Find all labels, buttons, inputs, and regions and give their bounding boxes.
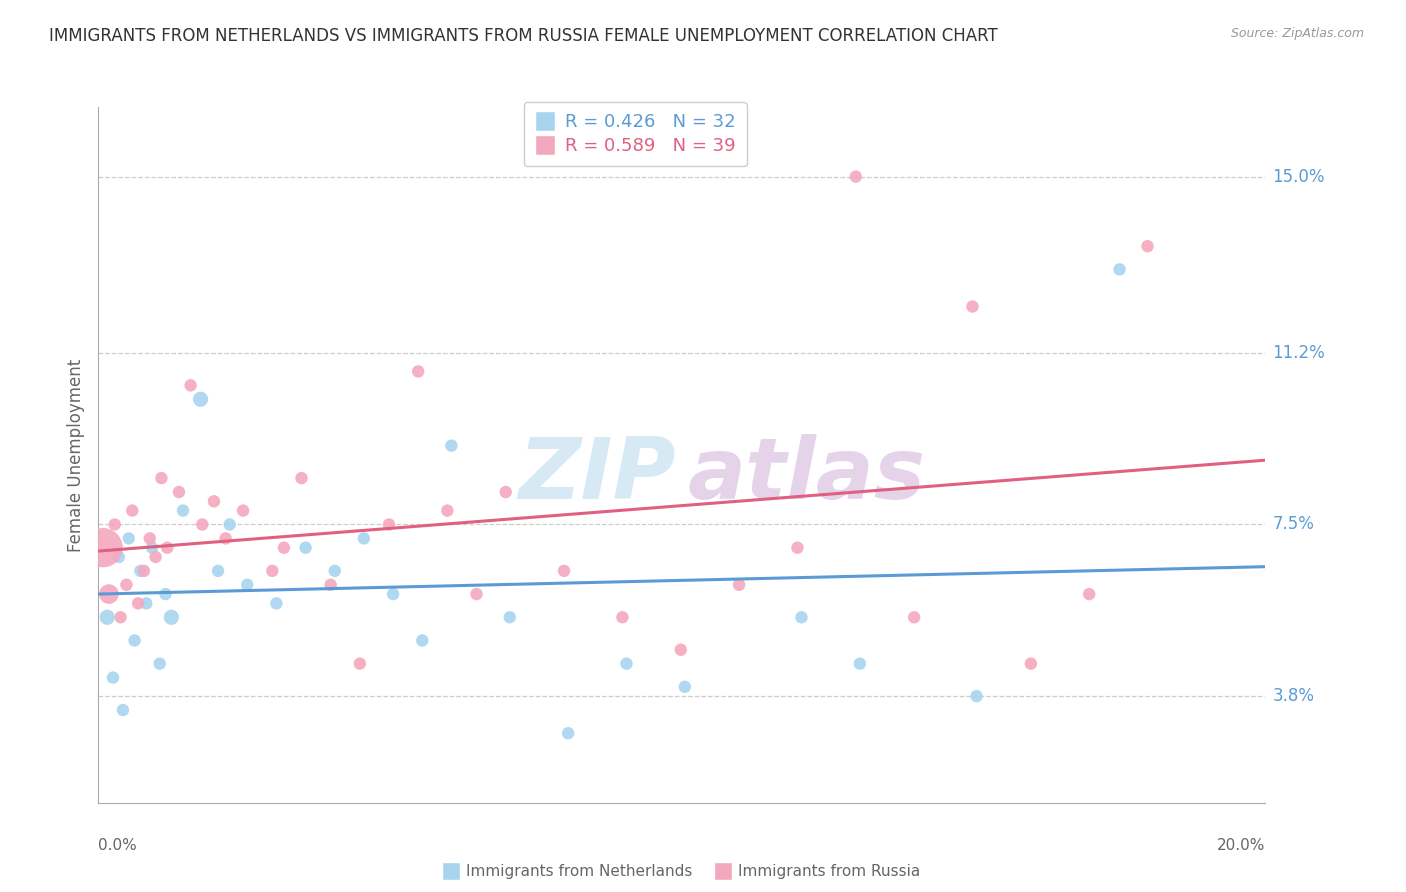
- Point: [127, 596, 149, 610]
- Point: [406, 364, 429, 378]
- Point: [191, 517, 214, 532]
- Point: [294, 541, 316, 555]
- Point: [108, 549, 131, 564]
- Point: [673, 680, 696, 694]
- Point: [145, 549, 167, 564]
- Point: [378, 517, 401, 532]
- Point: [232, 503, 254, 517]
- Text: atlas: atlas: [688, 434, 927, 517]
- Point: [962, 300, 984, 314]
- Point: [180, 378, 202, 392]
- Legend: Immigrants from Netherlands, Immigrants from Russia: Immigrants from Netherlands, Immigrants …: [437, 858, 927, 886]
- Point: [124, 633, 146, 648]
- Point: [167, 485, 190, 500]
- Point: [349, 657, 371, 671]
- Point: [236, 578, 259, 592]
- Text: Source: ZipAtlas.com: Source: ZipAtlas.com: [1230, 27, 1364, 40]
- Point: [172, 503, 194, 517]
- Point: [790, 610, 813, 624]
- Point: [97, 587, 120, 601]
- Text: IMMIGRANTS FROM NETHERLANDS VS IMMIGRANTS FROM RUSSIA FEMALE UNEMPLOYMENT CORREL: IMMIGRANTS FROM NETHERLANDS VS IMMIGRANT…: [49, 27, 998, 45]
- Point: [728, 578, 751, 592]
- Point: [1019, 657, 1042, 671]
- Point: [323, 564, 346, 578]
- Point: [495, 485, 517, 500]
- Point: [207, 564, 229, 578]
- Point: [553, 564, 575, 578]
- Point: [141, 541, 163, 555]
- Point: [160, 610, 183, 624]
- Text: 15.0%: 15.0%: [1272, 168, 1324, 186]
- Point: [101, 671, 124, 685]
- Y-axis label: Female Unemployment: Female Unemployment: [66, 359, 84, 551]
- Point: [849, 657, 872, 671]
- Point: [262, 564, 284, 578]
- Point: [132, 564, 155, 578]
- Point: [616, 657, 638, 671]
- Point: [319, 578, 342, 592]
- Point: [115, 578, 138, 592]
- Text: 3.8%: 3.8%: [1272, 687, 1315, 705]
- Point: [845, 169, 868, 184]
- Point: [202, 494, 225, 508]
- Point: [139, 532, 162, 546]
- Point: [149, 657, 172, 671]
- Point: [91, 541, 114, 555]
- Point: [499, 610, 522, 624]
- Point: [218, 517, 240, 532]
- Point: [135, 596, 157, 610]
- Point: [382, 587, 405, 601]
- Point: [156, 541, 179, 555]
- Point: [214, 532, 236, 546]
- Point: [966, 689, 988, 703]
- Point: [1078, 587, 1101, 601]
- Point: [155, 587, 177, 601]
- Point: [129, 564, 152, 578]
- Point: [273, 541, 295, 555]
- Point: [669, 642, 692, 657]
- Point: [903, 610, 925, 624]
- Point: [440, 439, 463, 453]
- Point: [110, 610, 132, 624]
- Point: [266, 596, 288, 610]
- Point: [557, 726, 579, 740]
- Point: [121, 503, 143, 517]
- Point: [190, 392, 212, 407]
- Point: [290, 471, 312, 485]
- Point: [612, 610, 634, 624]
- Text: ZIP: ZIP: [519, 434, 676, 517]
- Point: [353, 532, 375, 546]
- Point: [118, 532, 141, 546]
- Point: [111, 703, 134, 717]
- Point: [786, 541, 808, 555]
- Text: 20.0%: 20.0%: [1218, 838, 1265, 854]
- Point: [436, 503, 458, 517]
- Point: [1108, 262, 1130, 277]
- Point: [104, 517, 127, 532]
- Point: [465, 587, 488, 601]
- Text: 7.5%: 7.5%: [1272, 516, 1315, 533]
- Point: [1136, 239, 1159, 253]
- Text: 11.2%: 11.2%: [1272, 344, 1326, 362]
- Point: [96, 610, 118, 624]
- Point: [411, 633, 433, 648]
- Point: [150, 471, 173, 485]
- Text: 0.0%: 0.0%: [98, 838, 138, 854]
